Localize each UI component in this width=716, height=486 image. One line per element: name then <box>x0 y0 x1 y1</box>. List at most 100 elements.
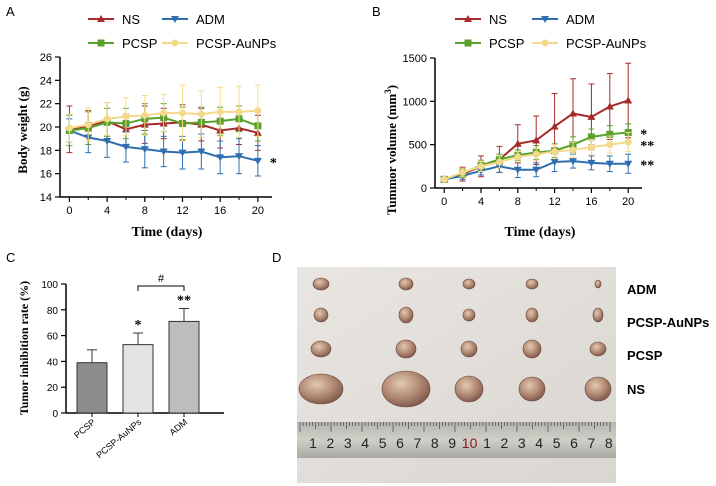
tumor-specimen <box>312 277 330 291</box>
panel-a-point-pcsp-aunps <box>65 124 73 132</box>
panel-a-legend-marker-ns <box>97 15 105 22</box>
panel-a-point-adm <box>216 154 225 162</box>
panel-a-point-adm <box>197 148 206 156</box>
panel-a-x-axis-label: Time (days) <box>132 225 203 240</box>
ruler-number: 1 <box>309 435 317 451</box>
panel-b-x-tick-label: 0 <box>441 196 447 208</box>
tumor-specimen <box>462 278 476 290</box>
panel-c-comparison-bracket <box>137 285 185 291</box>
panel-a-body-weight-chart: NS ADM PCSP PCSP-AuNPs 14 16 18 20 22 24 26 0 4 8 12 1… <box>15 12 277 240</box>
tumor-specimen <box>525 307 539 323</box>
panel-a-y-axis-label: Body weight (g) <box>15 86 30 173</box>
panel-c-category-label-pcsp-aunps: PCSP-AuNPs <box>94 417 143 461</box>
panel-b-point-adm <box>624 160 633 168</box>
ruler-number: 1 <box>483 435 491 451</box>
panel-b-point-pcsp-aunps <box>459 168 467 176</box>
panel-c-y-tick-label: 40 <box>47 357 59 368</box>
panel-a-point-adm <box>121 143 130 151</box>
panel-b-point-pcsp-aunps <box>551 148 559 156</box>
panel-b-point-adm <box>532 166 541 174</box>
panel-b-legend-label-adm: ADM <box>566 12 595 27</box>
panel-a-point-adm <box>140 146 149 154</box>
panel-a-legend-marker-pcsp <box>97 39 105 47</box>
panel-label-d: D <box>272 250 281 265</box>
panel-b-point-pcsp <box>587 133 595 141</box>
ruler <box>297 422 616 458</box>
ruler-number: 10 <box>462 435 478 451</box>
panel-b-legend-marker-pcsp-aunps <box>541 39 549 47</box>
panel-b-legend-label-pcsp-aunps: PCSP-AuNPs <box>566 36 647 51</box>
panel-c-category-label-adm: ADM <box>168 417 190 438</box>
panel-a-y-tick-label: 26 <box>40 52 52 64</box>
panel-a-point-pcsp-aunps <box>178 109 186 117</box>
panel-c-significance-adm: ** <box>177 294 191 309</box>
photo-row-label-pcsp: PCSP <box>627 348 663 363</box>
panel-b-legend: NS ADM PCSP PCSP-AuNPs <box>455 12 647 51</box>
panel-b-x-tick-label: 16 <box>585 196 597 208</box>
panel-b-x-tick-label: 12 <box>548 196 560 208</box>
panel-b-x-tick-label: 4 <box>478 196 484 208</box>
ruler-number: 4 <box>535 435 543 451</box>
panel-b-legend-marker-adm <box>541 16 549 23</box>
ruler-number: 3 <box>518 435 526 451</box>
panel-a-legend-marker-adm <box>171 16 179 23</box>
panel-a-point-pcsp-aunps <box>141 111 149 119</box>
ruler-number: 7 <box>414 435 422 451</box>
panel-b-y-axis-label-main: Tummor volume (mm <box>384 94 399 216</box>
panel-a-y-tick-label: 18 <box>40 145 52 157</box>
panel-b-point-ns <box>569 109 577 117</box>
panel-b-y-tick-label: 1000 <box>403 96 427 108</box>
tumor-specimen <box>398 306 414 324</box>
panel-b-point-pcsp-aunps <box>587 143 595 151</box>
panel-b-point-ns <box>605 102 614 110</box>
panel-b-significance-mark: * <box>640 128 647 143</box>
tumor-specimen <box>589 341 607 357</box>
panel-c-bar-pcsp <box>76 362 108 414</box>
panel-a-y-tick-label: 24 <box>40 75 52 87</box>
tumor-specimen <box>592 307 604 323</box>
ruler-number: 6 <box>570 435 578 451</box>
panel-b-point-pcsp-aunps <box>495 158 503 166</box>
panel-a-x-tick-label: 8 <box>142 205 148 217</box>
ruler-number: 2 <box>327 435 335 451</box>
tumor-specimen <box>462 308 476 322</box>
panel-c-category-label-pcsp: PCSP <box>72 417 97 440</box>
panel-a-point-pcsp-aunps <box>254 107 262 115</box>
tumor-specimen <box>525 278 539 290</box>
panel-a-point-pcsp-aunps <box>216 108 224 116</box>
panel-a-point-pcsp-aunps <box>160 109 168 117</box>
panel-c-bar-pcsp-aunps <box>122 344 154 414</box>
panel-c-y-tick-label: 60 <box>47 332 59 343</box>
panel-b-significance-mark: ** <box>640 159 654 174</box>
panel-a-legend-label-pcsp-aunps: PCSP-AuNPs <box>196 36 277 51</box>
panel-b-point-pcsp-aunps <box>532 150 540 158</box>
panel-a-point-pcsp-aunps <box>103 115 111 123</box>
ruler-number: 3 <box>344 435 352 451</box>
panel-a-point-pcsp-aunps <box>84 121 92 129</box>
tumor-specimen <box>518 376 546 402</box>
tumor-specimen <box>298 373 344 405</box>
panel-b-point-ns <box>532 136 541 144</box>
photo-row-label-pcsp-aunps: PCSP-AuNPs <box>627 315 709 330</box>
panel-a-point-adm <box>103 138 112 145</box>
panel-c-y-tick-label: 0 <box>52 409 58 420</box>
panel-b-x-tick-label: 20 <box>622 196 634 208</box>
tumor-specimen <box>454 375 484 403</box>
panel-b-x-tick-label: 8 <box>515 196 521 208</box>
panel-b-point-ns <box>587 112 596 120</box>
ruler-number: 5 <box>553 435 561 451</box>
panel-label-b: B <box>372 4 381 19</box>
panel-b-legend-marker-ns <box>464 15 472 22</box>
tumor-specimen <box>381 370 431 408</box>
panel-a-point-pcsp-aunps <box>197 110 205 118</box>
panel-b-point-pcsp-aunps <box>440 175 448 183</box>
photo-row-label-adm: ADM <box>627 282 657 297</box>
panel-a-legend-marker-pcsp-aunps <box>171 39 179 47</box>
panel-b-legend-marker-pcsp <box>464 39 472 47</box>
panel-b-point-pcsp-aunps <box>606 141 614 149</box>
panel-b-point-adm <box>587 159 596 167</box>
panel-b-tumor-volume-chart: NS ADM PCSP PCSP-AuNPs 0 500 1000 1500 0 4 8 12 16 2… <box>383 12 654 240</box>
